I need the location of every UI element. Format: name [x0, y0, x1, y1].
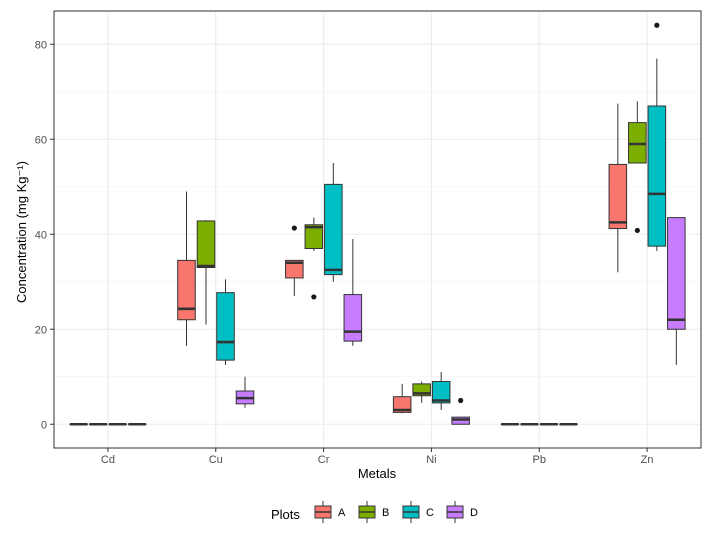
box-B-Cu — [196, 220, 216, 325]
outlier-point — [634, 227, 640, 234]
x-tick-label: Cu — [209, 454, 223, 466]
grid-lines — [54, 11, 701, 448]
x-tick-label: Zn — [641, 454, 654, 466]
box-body — [392, 396, 412, 413]
box-D-Ni — [451, 397, 470, 425]
box-C-Ni — [431, 372, 451, 410]
legend-label: A — [338, 507, 346, 519]
box-series — [69, 22, 686, 426]
x-tick-label: Pb — [533, 454, 546, 466]
legend-label: C — [426, 507, 434, 519]
box-body — [304, 224, 324, 249]
box-body — [667, 217, 686, 330]
box-D-Cu — [235, 376, 255, 408]
legend-item-D: D — [446, 501, 478, 523]
box-body — [324, 183, 343, 276]
x-tick-label: Ni — [426, 454, 436, 466]
y-tick-label: 40 — [35, 229, 47, 241]
legend-item-B: B — [358, 501, 389, 523]
x-tick-label: Cd — [101, 454, 115, 466]
outlier-point — [458, 397, 464, 404]
y-tick-label: 0 — [41, 419, 47, 431]
box-A-Ni — [392, 383, 412, 414]
box-C-Cu — [216, 279, 235, 365]
legend-label: B — [382, 507, 389, 519]
y-axis-title: Concentration (mg Kg⁻¹) — [14, 161, 29, 303]
outlier-point — [654, 22, 660, 28]
box-B-Ni — [412, 381, 431, 403]
box-A-Zn — [608, 103, 628, 273]
legend-item-A: A — [314, 501, 346, 523]
box-A-Cu — [177, 191, 196, 346]
box-body — [412, 383, 431, 397]
box-body — [608, 163, 628, 230]
box-body — [216, 292, 235, 361]
box-body — [285, 259, 304, 279]
box-C-Cr — [324, 163, 343, 282]
box-body — [196, 220, 216, 268]
y-tick-label: 20 — [35, 324, 47, 336]
legend-label: D — [470, 507, 478, 519]
y-tick-label: 80 — [35, 39, 47, 51]
outlier-point — [291, 225, 297, 231]
box-body — [431, 381, 451, 404]
legend-item-C: C — [402, 501, 434, 523]
y-tick-label: 60 — [35, 134, 47, 146]
box-D-Cr — [343, 239, 363, 346]
box-B-Cr — [304, 217, 324, 300]
box-C-Zn — [647, 22, 667, 251]
legend: Plots A B C D — [271, 501, 478, 523]
box-A-Cr — [285, 225, 304, 296]
outlier-point — [311, 294, 317, 300]
axes: 0 20 40 60 80 Cd Cu Cr Ni Pb Zn — [35, 39, 654, 466]
box-D-Zn — [667, 217, 686, 365]
box-body — [343, 294, 363, 342]
box-body — [647, 105, 667, 247]
x-axis-title: Metals — [358, 466, 397, 481]
legend-title: Plots — [271, 507, 300, 522]
box-B-Zn — [628, 101, 647, 234]
x-tick-label: Cr — [318, 454, 330, 466]
plot-panel-border — [53, 10, 702, 449]
box-body — [177, 259, 196, 321]
